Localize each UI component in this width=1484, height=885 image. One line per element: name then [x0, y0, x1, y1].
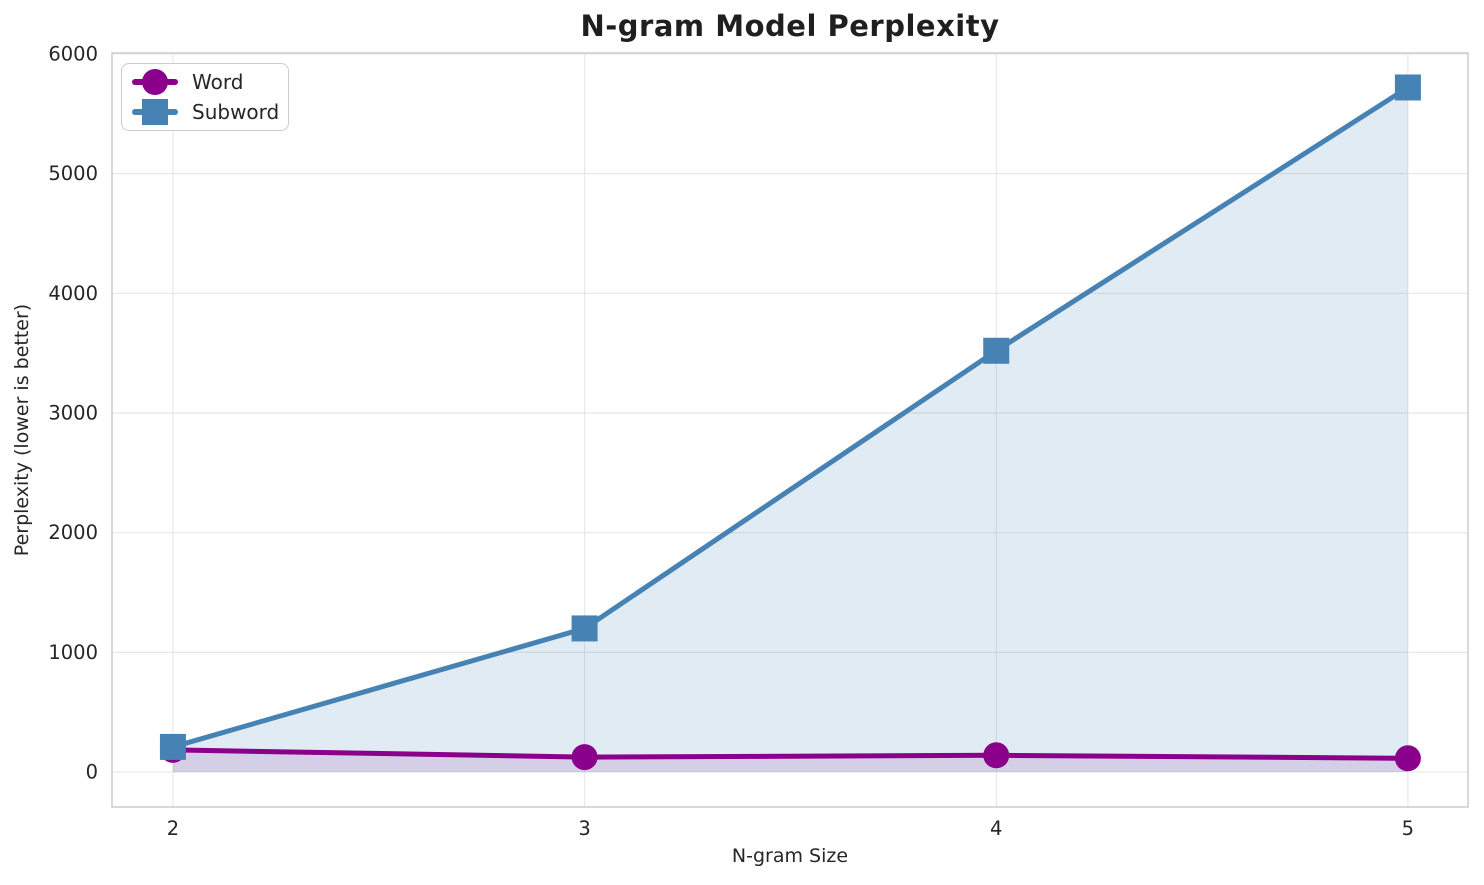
- legend-item-word: Word: [132, 67, 278, 97]
- word-line: [170, 747, 1411, 761]
- y-tick-label: 5000: [48, 162, 98, 185]
- x-tick-label: 4: [990, 817, 1002, 840]
- word-marker-icon: [132, 68, 178, 96]
- subword-area-fill: [172, 87, 1408, 773]
- y-tick-label: 6000: [48, 42, 98, 65]
- word-marker: [983, 742, 1010, 769]
- square-marker-icon: [142, 99, 168, 126]
- x-tick-label: 2: [167, 817, 179, 840]
- word-marker: [571, 744, 598, 771]
- y-tick-label: 4000: [48, 282, 98, 305]
- y-tick-label: 3000: [48, 402, 98, 425]
- subword-marker: [571, 615, 598, 642]
- legend-label-word: Word: [192, 69, 244, 94]
- x-tick-label: 5: [1402, 817, 1414, 840]
- chart-title: N-gram Model Perplexity: [580, 9, 1000, 43]
- legend-item-subword: Subword: [132, 97, 280, 127]
- subword-marker: [983, 337, 1010, 364]
- subword-marker: [159, 733, 186, 760]
- legend-label-subword: Subword: [192, 100, 280, 125]
- circle-marker-icon: [142, 68, 168, 95]
- subword-line: [170, 84, 1411, 750]
- legend: Word Subword: [121, 63, 289, 131]
- y-tick-label: 1000: [48, 641, 98, 664]
- x-tick-label: 3: [578, 817, 590, 840]
- axes-spines: [111, 52, 1469, 808]
- y-tick-label: 0: [86, 761, 98, 784]
- subword-marker: [1394, 74, 1421, 101]
- plot-background: [112, 53, 1468, 807]
- subword-marker-icon: [132, 98, 178, 126]
- y-tick-label: 2000: [48, 521, 98, 544]
- x-axis-label: N-gram Size: [731, 845, 849, 867]
- word-marker: [1394, 745, 1421, 772]
- y-axis-label: Perplexity (lower is better): [11, 303, 33, 557]
